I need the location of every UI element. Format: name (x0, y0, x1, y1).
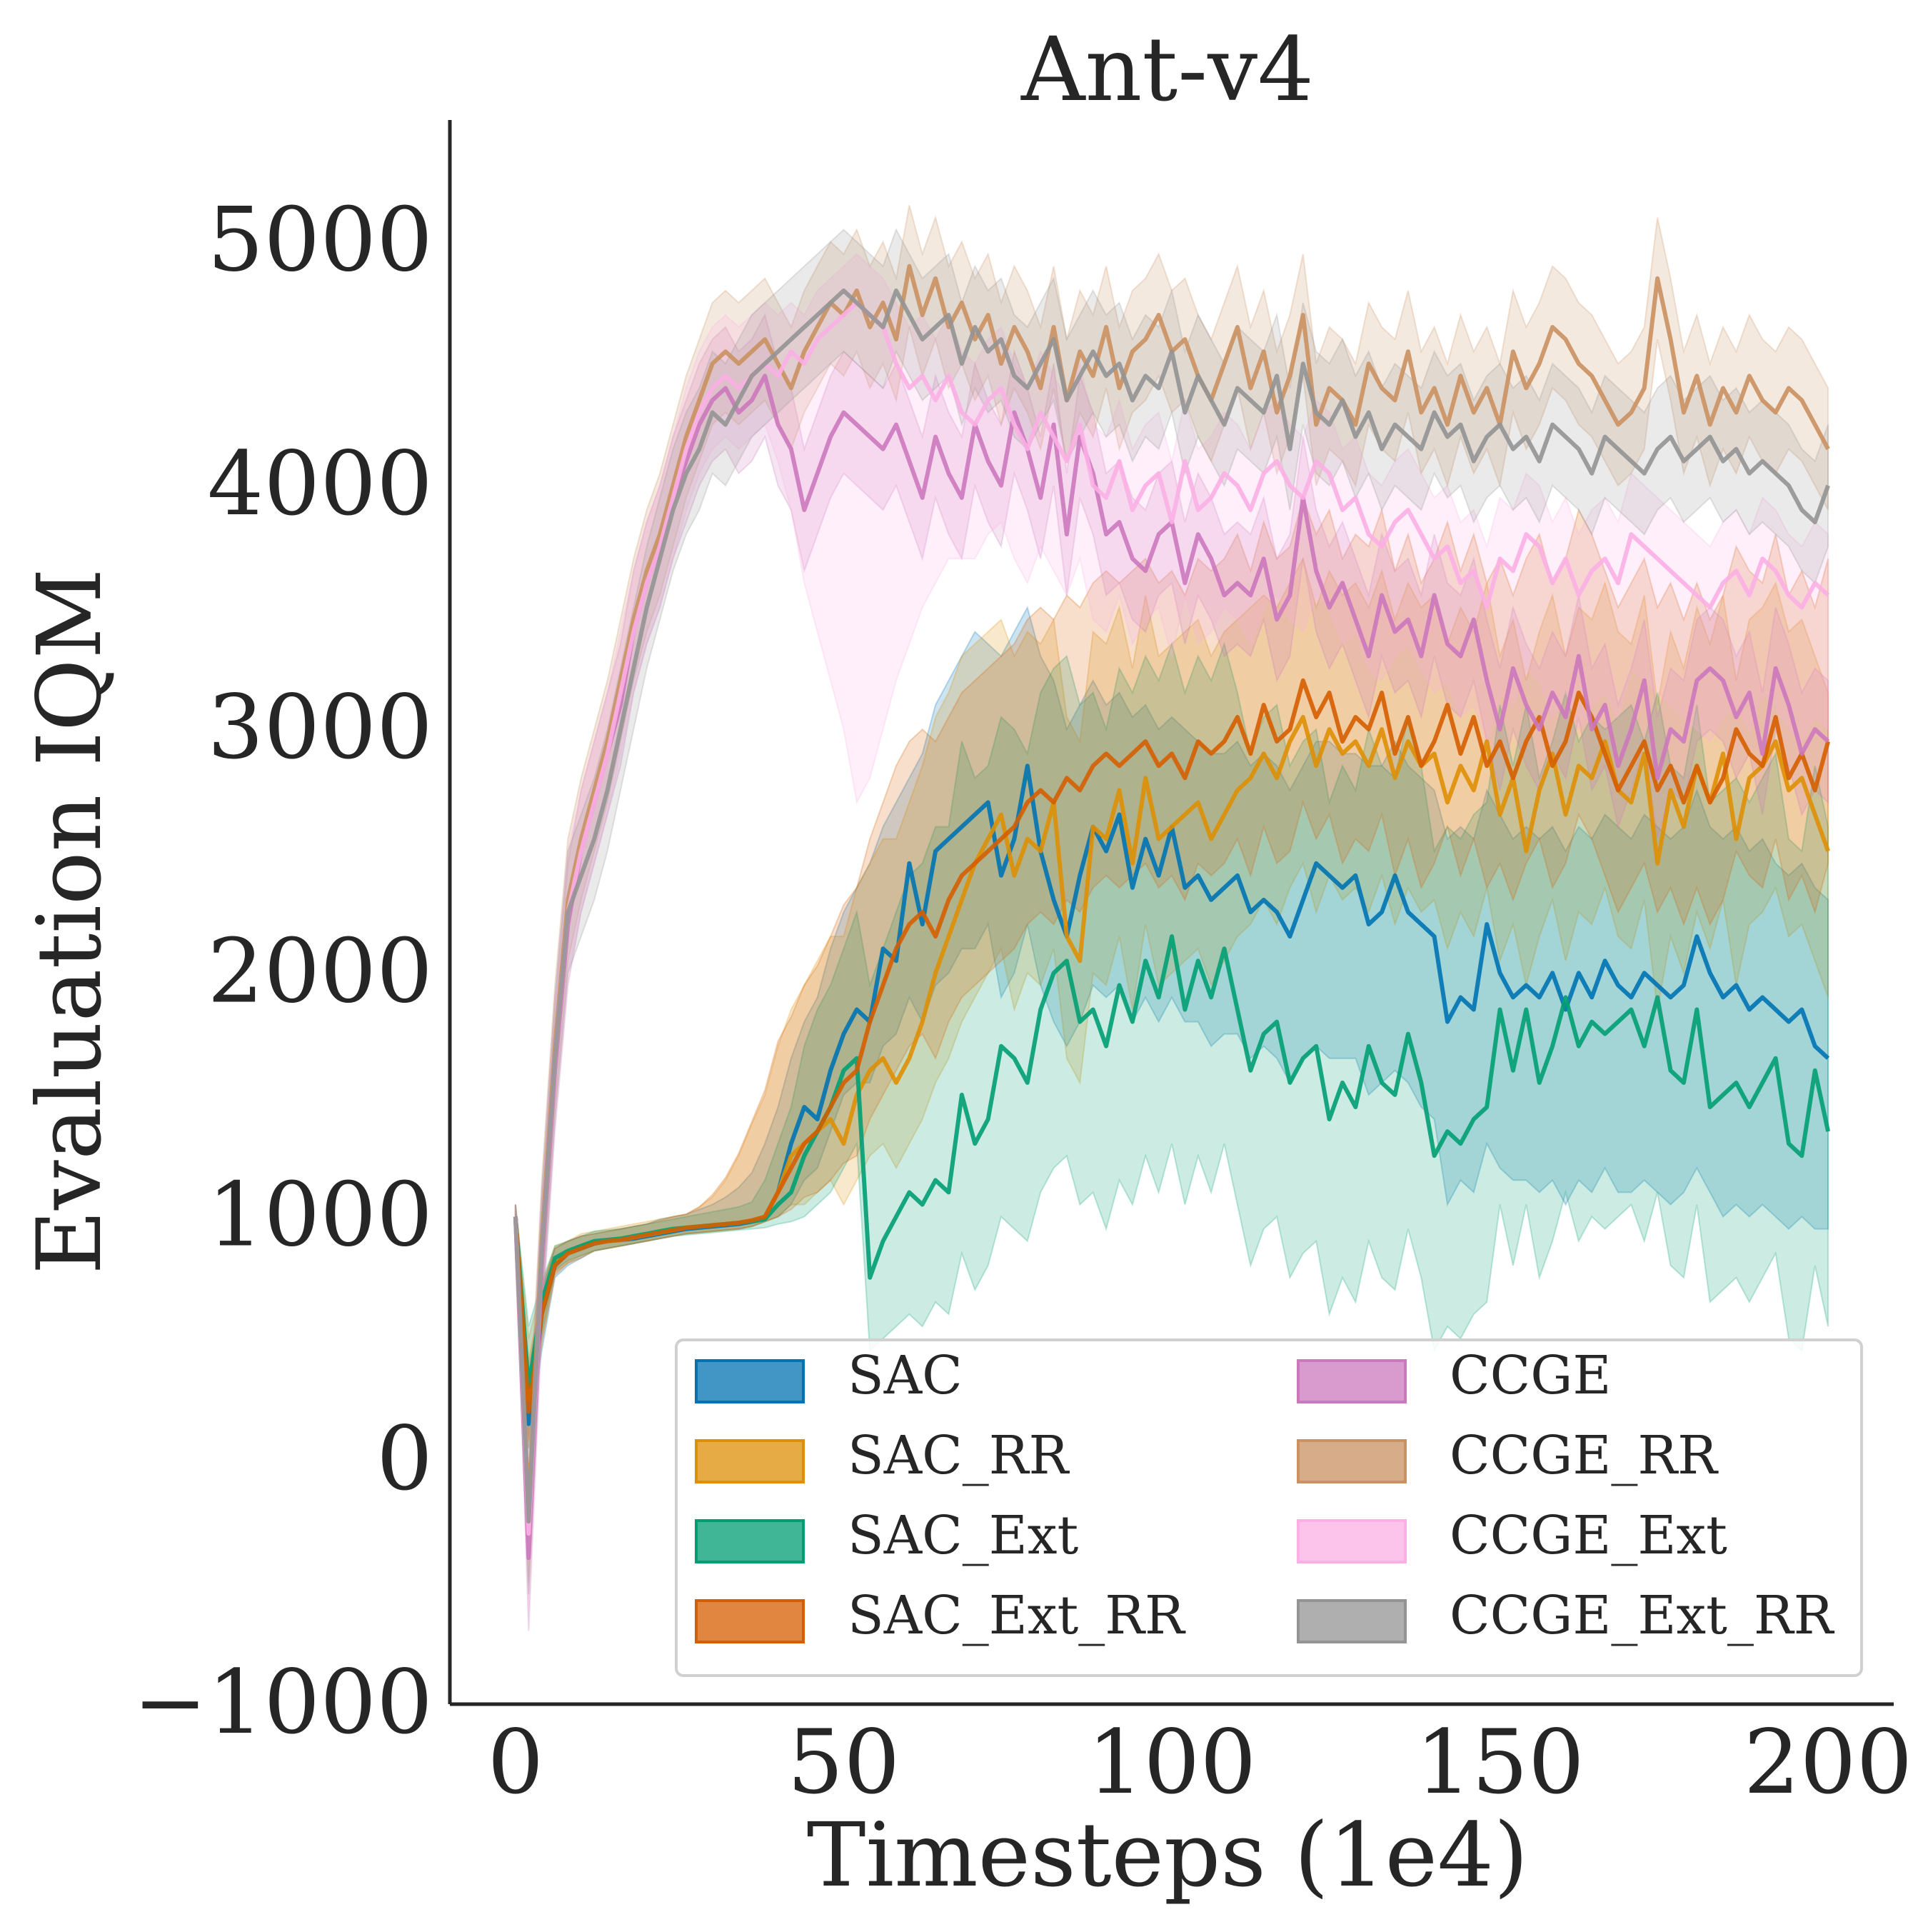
line-sac-ext-rr (513, 678, 1830, 1414)
y-axis-label: Evaluation IQM (19, 569, 121, 1275)
legend-swatch-sac (695, 1359, 805, 1403)
x-tick-label: 0 (487, 1711, 543, 1814)
legend-swatch-ccge-rr (1297, 1439, 1407, 1483)
line-ccge-ext-rr (513, 288, 1830, 1524)
band-sac-ext-rr (514, 495, 1829, 1441)
y-tick-label: 4000 (207, 433, 433, 536)
plot-area (513, 205, 1831, 1631)
confidence-bands (514, 205, 1829, 1631)
y-axis-ticks: −1000 0 1000 2000 3000 4000 5000 (134, 189, 433, 1754)
chart-title: Ant-v4 (1020, 19, 1314, 121)
band-ccge-rr (514, 205, 1829, 1583)
legend-swatch-ccge-ext (1297, 1519, 1407, 1563)
legend-swatch-sac-rr (695, 1439, 805, 1483)
band-sac (514, 605, 1829, 1448)
y-tick-label: 1000 (207, 1164, 433, 1267)
legend-label-ccge-ext-rr: CCGE_Ext_RR (1450, 1585, 1835, 1646)
series-lines (513, 264, 1831, 1561)
y-tick-label: −1000 (134, 1651, 433, 1754)
legend-label-ccge: CCGE (1450, 1345, 1611, 1406)
legend-swatch-sac-ext-rr (695, 1599, 805, 1643)
y-tick-label: 3000 (207, 676, 433, 779)
band-ccge (514, 313, 1829, 1631)
x-tick-label: 150 (1415, 1711, 1585, 1814)
legend-label-sac-ext: SAC_Ext (848, 1505, 1079, 1566)
legend-swatch-ccge-ext-rr (1297, 1599, 1407, 1643)
legend-swatch-ccge (1297, 1359, 1407, 1403)
y-tick-label: 2000 (207, 920, 433, 1023)
band-sac-rr (514, 556, 1829, 1436)
legend-frame (675, 1338, 1863, 1677)
x-axis-ticks: 0 50 100 150 200 (487, 1711, 1912, 1814)
legend-label-ccge-ext: CCGE_Ext (1450, 1505, 1727, 1566)
line-ccge-ext (513, 300, 1830, 1536)
legend-label-sac-rr: SAC_RR (848, 1425, 1070, 1486)
x-tick-label: 100 (1088, 1711, 1257, 1814)
legend-swatch-sac-ext (695, 1519, 805, 1563)
legend-label-sac: SAC (848, 1345, 963, 1406)
band-sac-ext (514, 641, 1829, 1424)
legend-label-ccge-rr: CCGE_RR (1450, 1425, 1719, 1486)
y-tick-label: 0 (376, 1408, 433, 1511)
legend-label-sac-ext-rr: SAC_Ext_RR (848, 1585, 1186, 1646)
x-tick-label: 200 (1744, 1711, 1913, 1814)
x-tick-label: 50 (788, 1711, 900, 1814)
y-tick-label: 5000 (207, 189, 433, 292)
legend: SAC SAC_RR SAC_Ext SAC_Ext_RR CCGE CCGE_RR CCG… (675, 1338, 1863, 1677)
x-axis-label: Timesteps (1e4) (807, 1804, 1529, 1907)
